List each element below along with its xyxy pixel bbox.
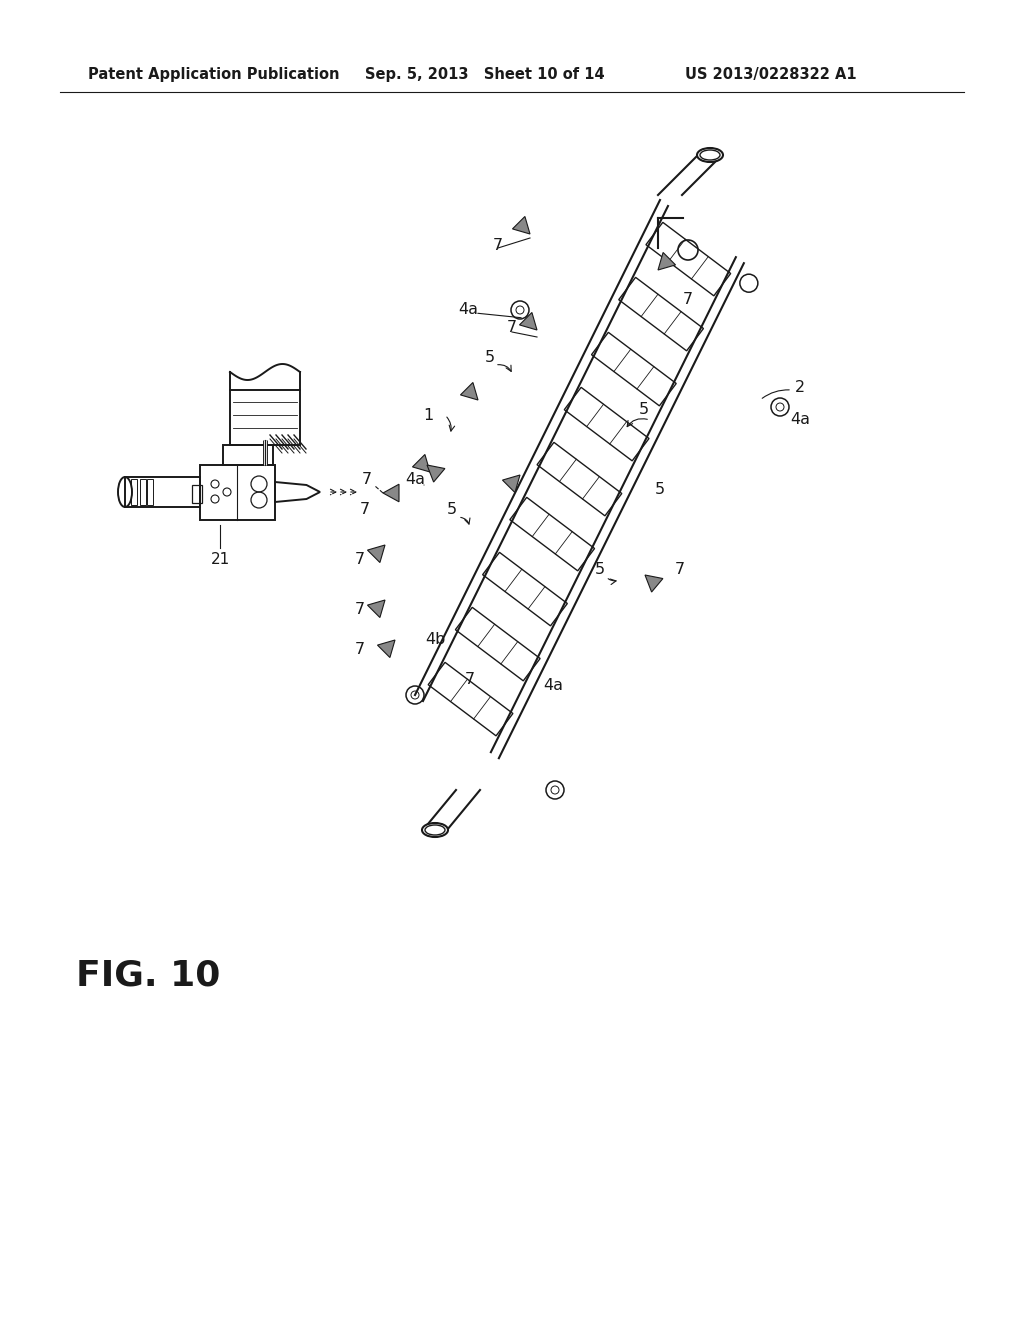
Polygon shape <box>383 484 399 502</box>
Text: 7: 7 <box>493 238 503 252</box>
Text: 4a: 4a <box>458 302 478 318</box>
Polygon shape <box>645 576 663 593</box>
Text: US 2013/0228322 A1: US 2013/0228322 A1 <box>685 67 857 82</box>
Text: Patent Application Publication: Patent Application Publication <box>88 67 340 82</box>
Text: 4a: 4a <box>406 473 425 487</box>
Text: 1: 1 <box>423 408 433 422</box>
Text: 5: 5 <box>446 503 457 517</box>
Ellipse shape <box>697 148 723 162</box>
Text: 2: 2 <box>795 380 805 395</box>
Text: 7: 7 <box>507 321 517 335</box>
Text: 7: 7 <box>355 602 366 618</box>
Text: 4b: 4b <box>425 632 445 648</box>
Text: 7: 7 <box>355 643 366 657</box>
Text: 7: 7 <box>683 293 693 308</box>
Ellipse shape <box>422 822 449 837</box>
Polygon shape <box>512 216 530 234</box>
Text: Sep. 5, 2013   Sheet 10 of 14: Sep. 5, 2013 Sheet 10 of 14 <box>365 67 604 82</box>
Polygon shape <box>427 465 444 482</box>
Polygon shape <box>461 383 478 400</box>
Text: 7: 7 <box>360 503 370 517</box>
Text: 4a: 4a <box>543 677 563 693</box>
Polygon shape <box>413 454 430 473</box>
Text: 4a: 4a <box>790 412 810 428</box>
Polygon shape <box>378 640 395 657</box>
Text: 5: 5 <box>639 403 649 417</box>
Polygon shape <box>503 475 520 492</box>
Text: 5: 5 <box>655 483 665 498</box>
Text: 7: 7 <box>361 473 372 487</box>
Text: 5: 5 <box>485 351 495 366</box>
Text: 7: 7 <box>675 562 685 578</box>
Text: 7: 7 <box>355 553 366 568</box>
Polygon shape <box>368 545 385 562</box>
Polygon shape <box>519 313 537 330</box>
Text: 21: 21 <box>210 553 229 568</box>
Text: 7: 7 <box>465 672 475 688</box>
Text: FIG. 10: FIG. 10 <box>76 958 220 993</box>
Polygon shape <box>368 601 385 618</box>
Text: 5: 5 <box>595 562 605 578</box>
Polygon shape <box>658 252 676 271</box>
